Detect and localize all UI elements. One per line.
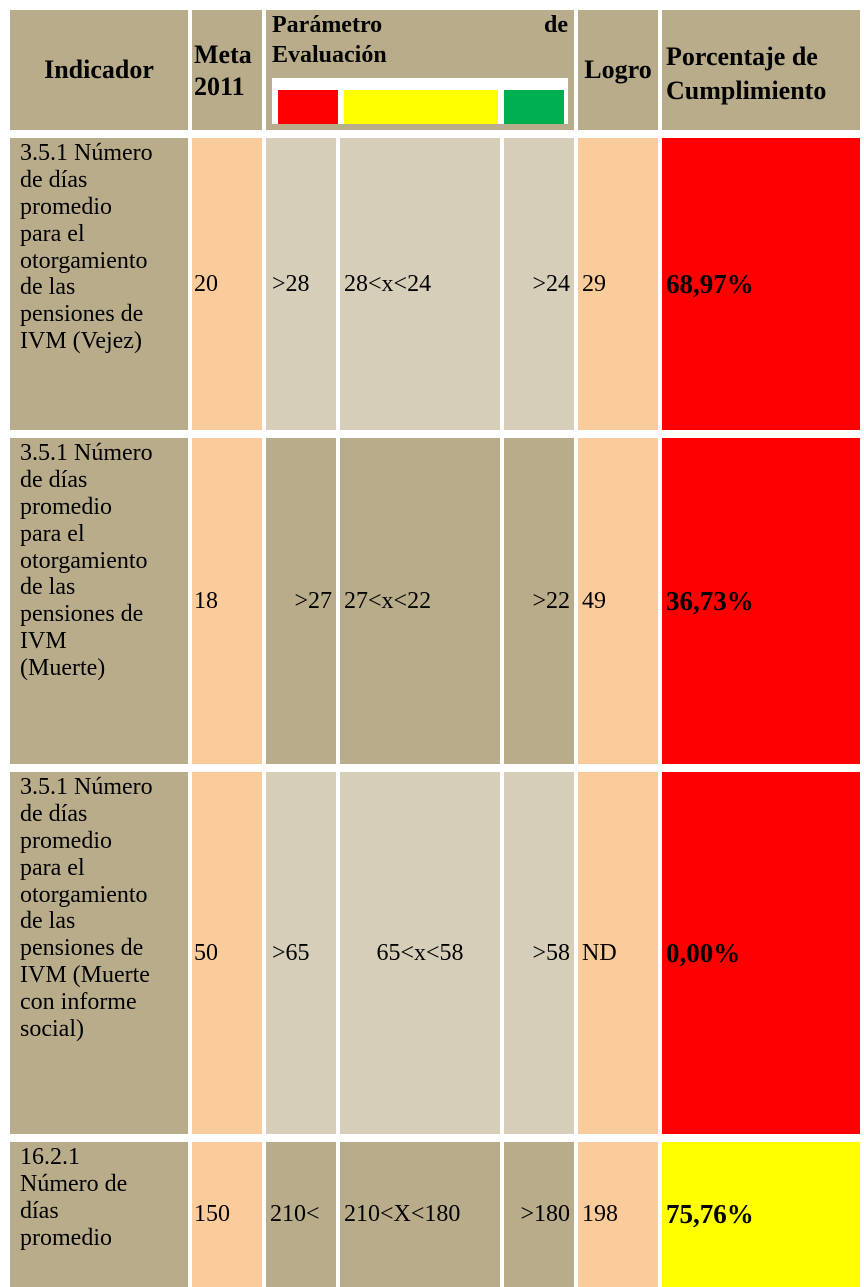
row3-meta: 50 xyxy=(192,772,262,1134)
row3-param-yellow: 65<x<58 xyxy=(340,772,500,1134)
header-porcentaje-line2: Cumplimiento xyxy=(666,76,827,105)
row2-porcentaje: 36,73% xyxy=(662,438,860,764)
row1-param-red: >28 xyxy=(266,138,336,430)
row2-param-green: >22 xyxy=(504,438,574,764)
row4-meta: 150 xyxy=(192,1142,262,1287)
header-logro: Logro xyxy=(578,10,658,130)
row1-indicador: 3.5.1 Número de días promedio para el otorga… xyxy=(10,138,188,430)
legend-strip xyxy=(272,78,568,124)
row2-param-yellow: 27<x<22 xyxy=(340,438,500,764)
header-porcentaje: Porcentaje de Cumplimiento xyxy=(662,10,860,130)
row2-logro: 49 xyxy=(578,438,658,764)
row4-porcentaje: 75,76% xyxy=(662,1142,860,1287)
row3-param-red: >65 xyxy=(266,772,336,1134)
row2-indicador: 3.5.1 Número de días promedio para el otorga… xyxy=(10,438,188,764)
row1-param-green: >24 xyxy=(504,138,574,430)
row4-param-green: >180 xyxy=(504,1142,574,1287)
row3-porcentaje: 0,00% xyxy=(662,772,860,1134)
header-parametro-line1b: de xyxy=(544,12,568,38)
row4-logro: 198 xyxy=(578,1142,658,1287)
header-parametro-line1a: Parámetro xyxy=(272,12,383,38)
row3-param-green: >58 xyxy=(504,772,574,1134)
header-parametro-line2: Evaluación xyxy=(272,42,387,68)
row3-logro: ND xyxy=(578,772,658,1134)
row1-meta: 20 xyxy=(192,138,262,430)
header-parametro: Parámetro de Evaluación xyxy=(266,10,574,130)
header-porcentaje-line1: Porcentaje de xyxy=(666,42,818,71)
legend-red-swatch xyxy=(278,90,338,124)
header-meta-line2: 2011 xyxy=(194,72,245,101)
row4-indicador: 16.2.1 Número de días promedio xyxy=(10,1142,188,1287)
row1-logro: 29 xyxy=(578,138,658,430)
legend-yellow-swatch xyxy=(344,90,498,124)
row4-param-red: 210< xyxy=(266,1142,336,1287)
row2-meta: 18 xyxy=(192,438,262,764)
row4-param-yellow: 210<X<180 xyxy=(340,1142,500,1287)
row1-param-yellow: 28<x<24 xyxy=(340,138,500,430)
header-meta-line1: Meta xyxy=(194,40,252,69)
header-meta: Meta 2011 xyxy=(192,10,262,130)
row1-porcentaje: 68,97% xyxy=(662,138,860,430)
row2-param-red: >27 xyxy=(266,438,336,764)
row3-indicador: 3.5.1 Número de días promedio para el otorga… xyxy=(10,772,188,1134)
header-indicador: Indicador xyxy=(10,10,188,130)
legend-green-swatch xyxy=(504,90,564,124)
